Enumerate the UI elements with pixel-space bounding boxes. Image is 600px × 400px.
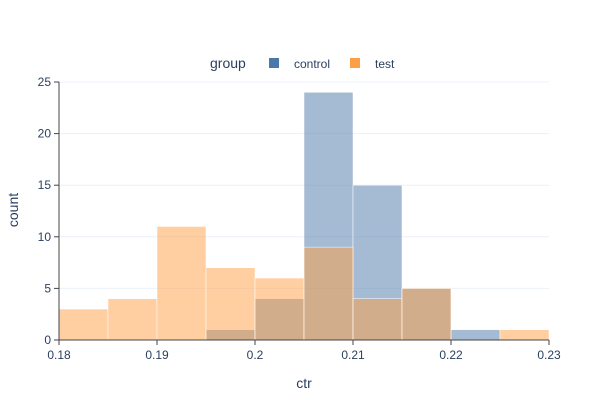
x-tick-label: 0.22 [439, 348, 463, 362]
x-tick-label: 0.18 [47, 348, 71, 362]
bars [58, 92, 550, 341]
x-tick-label: 0.21 [341, 348, 365, 362]
bar-test-2[interactable] [156, 226, 207, 341]
bar-test-8[interactable] [499, 329, 550, 341]
bar-test-7[interactable] [401, 288, 452, 341]
x-tick-label: 0.23 [537, 348, 561, 362]
axes: 0.18 0.19 0.2 0.21 0.22 0.23 0 5 10 15 20 25 [38, 75, 561, 362]
legend-label-control: control [294, 57, 330, 71]
x-axis-title: ctr [296, 375, 312, 391]
bar-test-0[interactable] [58, 308, 109, 341]
bar-test-1[interactable] [107, 298, 158, 341]
legend-item-control[interactable]: control [269, 57, 330, 71]
y-tick-label: 0 [44, 333, 51, 347]
legend-title: group [210, 55, 246, 71]
y-axis-title: count [5, 193, 21, 227]
legend-label-test: test [375, 57, 395, 71]
bar-control-5[interactable] [450, 329, 501, 341]
bar-test-5[interactable] [303, 246, 354, 341]
bar-test-4[interactable] [254, 277, 305, 341]
y-tick-label: 10 [38, 230, 52, 244]
legend-swatch-test [350, 58, 360, 68]
bar-test-3[interactable] [205, 267, 256, 341]
y-tick-label: 5 [44, 281, 51, 295]
x-tick-label: 0.2 [247, 348, 264, 362]
y-tick-label: 20 [38, 127, 52, 141]
legend-item-test[interactable]: test [350, 57, 395, 71]
y-tick-label: 25 [38, 75, 52, 89]
legend-swatch-control [269, 58, 279, 68]
legend[interactable]: group control test [210, 55, 395, 71]
bar-test-6[interactable] [352, 298, 403, 341]
x-tick-label: 0.19 [145, 348, 169, 362]
y-tick-label: 15 [38, 178, 52, 192]
